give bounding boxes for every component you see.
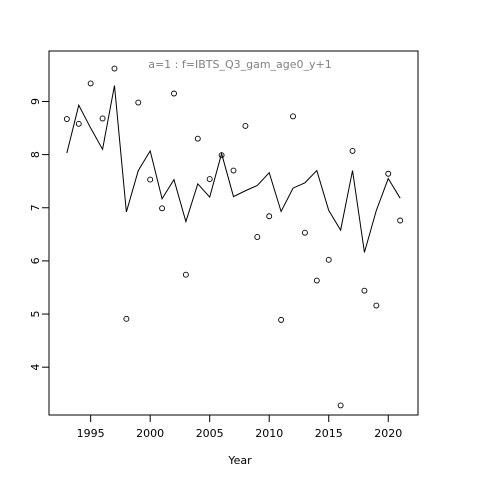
data-point [135,99,142,106]
data-point [75,120,82,127]
data-point [373,302,380,309]
observed-points-series [63,65,404,409]
x-tick-label: 2000 [136,427,164,440]
data-point [290,113,296,120]
data-point [278,316,285,323]
data-point [325,256,332,263]
data-point [111,65,118,72]
x-tick-label: 2010 [255,427,283,440]
data-point [349,147,356,154]
y-tick-label: 7 [29,204,42,211]
data-point [337,402,344,409]
data-point [159,205,166,212]
data-point [87,80,94,87]
data-point [242,122,249,129]
data-point [313,277,320,284]
x-tick-label: 1995 [77,427,105,440]
data-point [99,115,106,122]
x-tick-label: 2005 [196,427,224,440]
x-axis-label: Year [227,454,252,467]
y-axis: 4 5 6 7 8 9 [29,98,49,371]
chart-title: a=1 : f=IBTS_Q3_gam_age0_y+1 [148,58,332,71]
data-point [171,90,177,97]
data-point [266,213,273,220]
data-point [230,167,237,174]
y-tick-label: 4 [29,364,42,371]
x-tick-label: 2020 [374,427,402,440]
data-point [254,234,261,240]
data-point [397,217,404,224]
fitted-line [66,85,401,253]
plot-frame [48,50,419,416]
y-tick-label: 5 [29,311,42,318]
x-axis: 1995 2000 2005 2010 2015 2020 [77,415,402,440]
data-point [301,229,308,236]
x-tick-label: 2015 [315,427,343,440]
fitted-line-series [66,85,401,253]
data-point [385,170,392,177]
data-point [361,287,368,294]
y-tick-label: 9 [29,98,42,105]
data-point [194,135,201,142]
data-point [182,271,189,278]
y-tick-label: 8 [29,151,42,158]
y-tick-label: 6 [29,257,42,264]
data-point [147,176,154,183]
data-point [123,315,130,322]
data-point [206,176,213,183]
data-point [63,116,70,122]
data-point [218,152,225,159]
